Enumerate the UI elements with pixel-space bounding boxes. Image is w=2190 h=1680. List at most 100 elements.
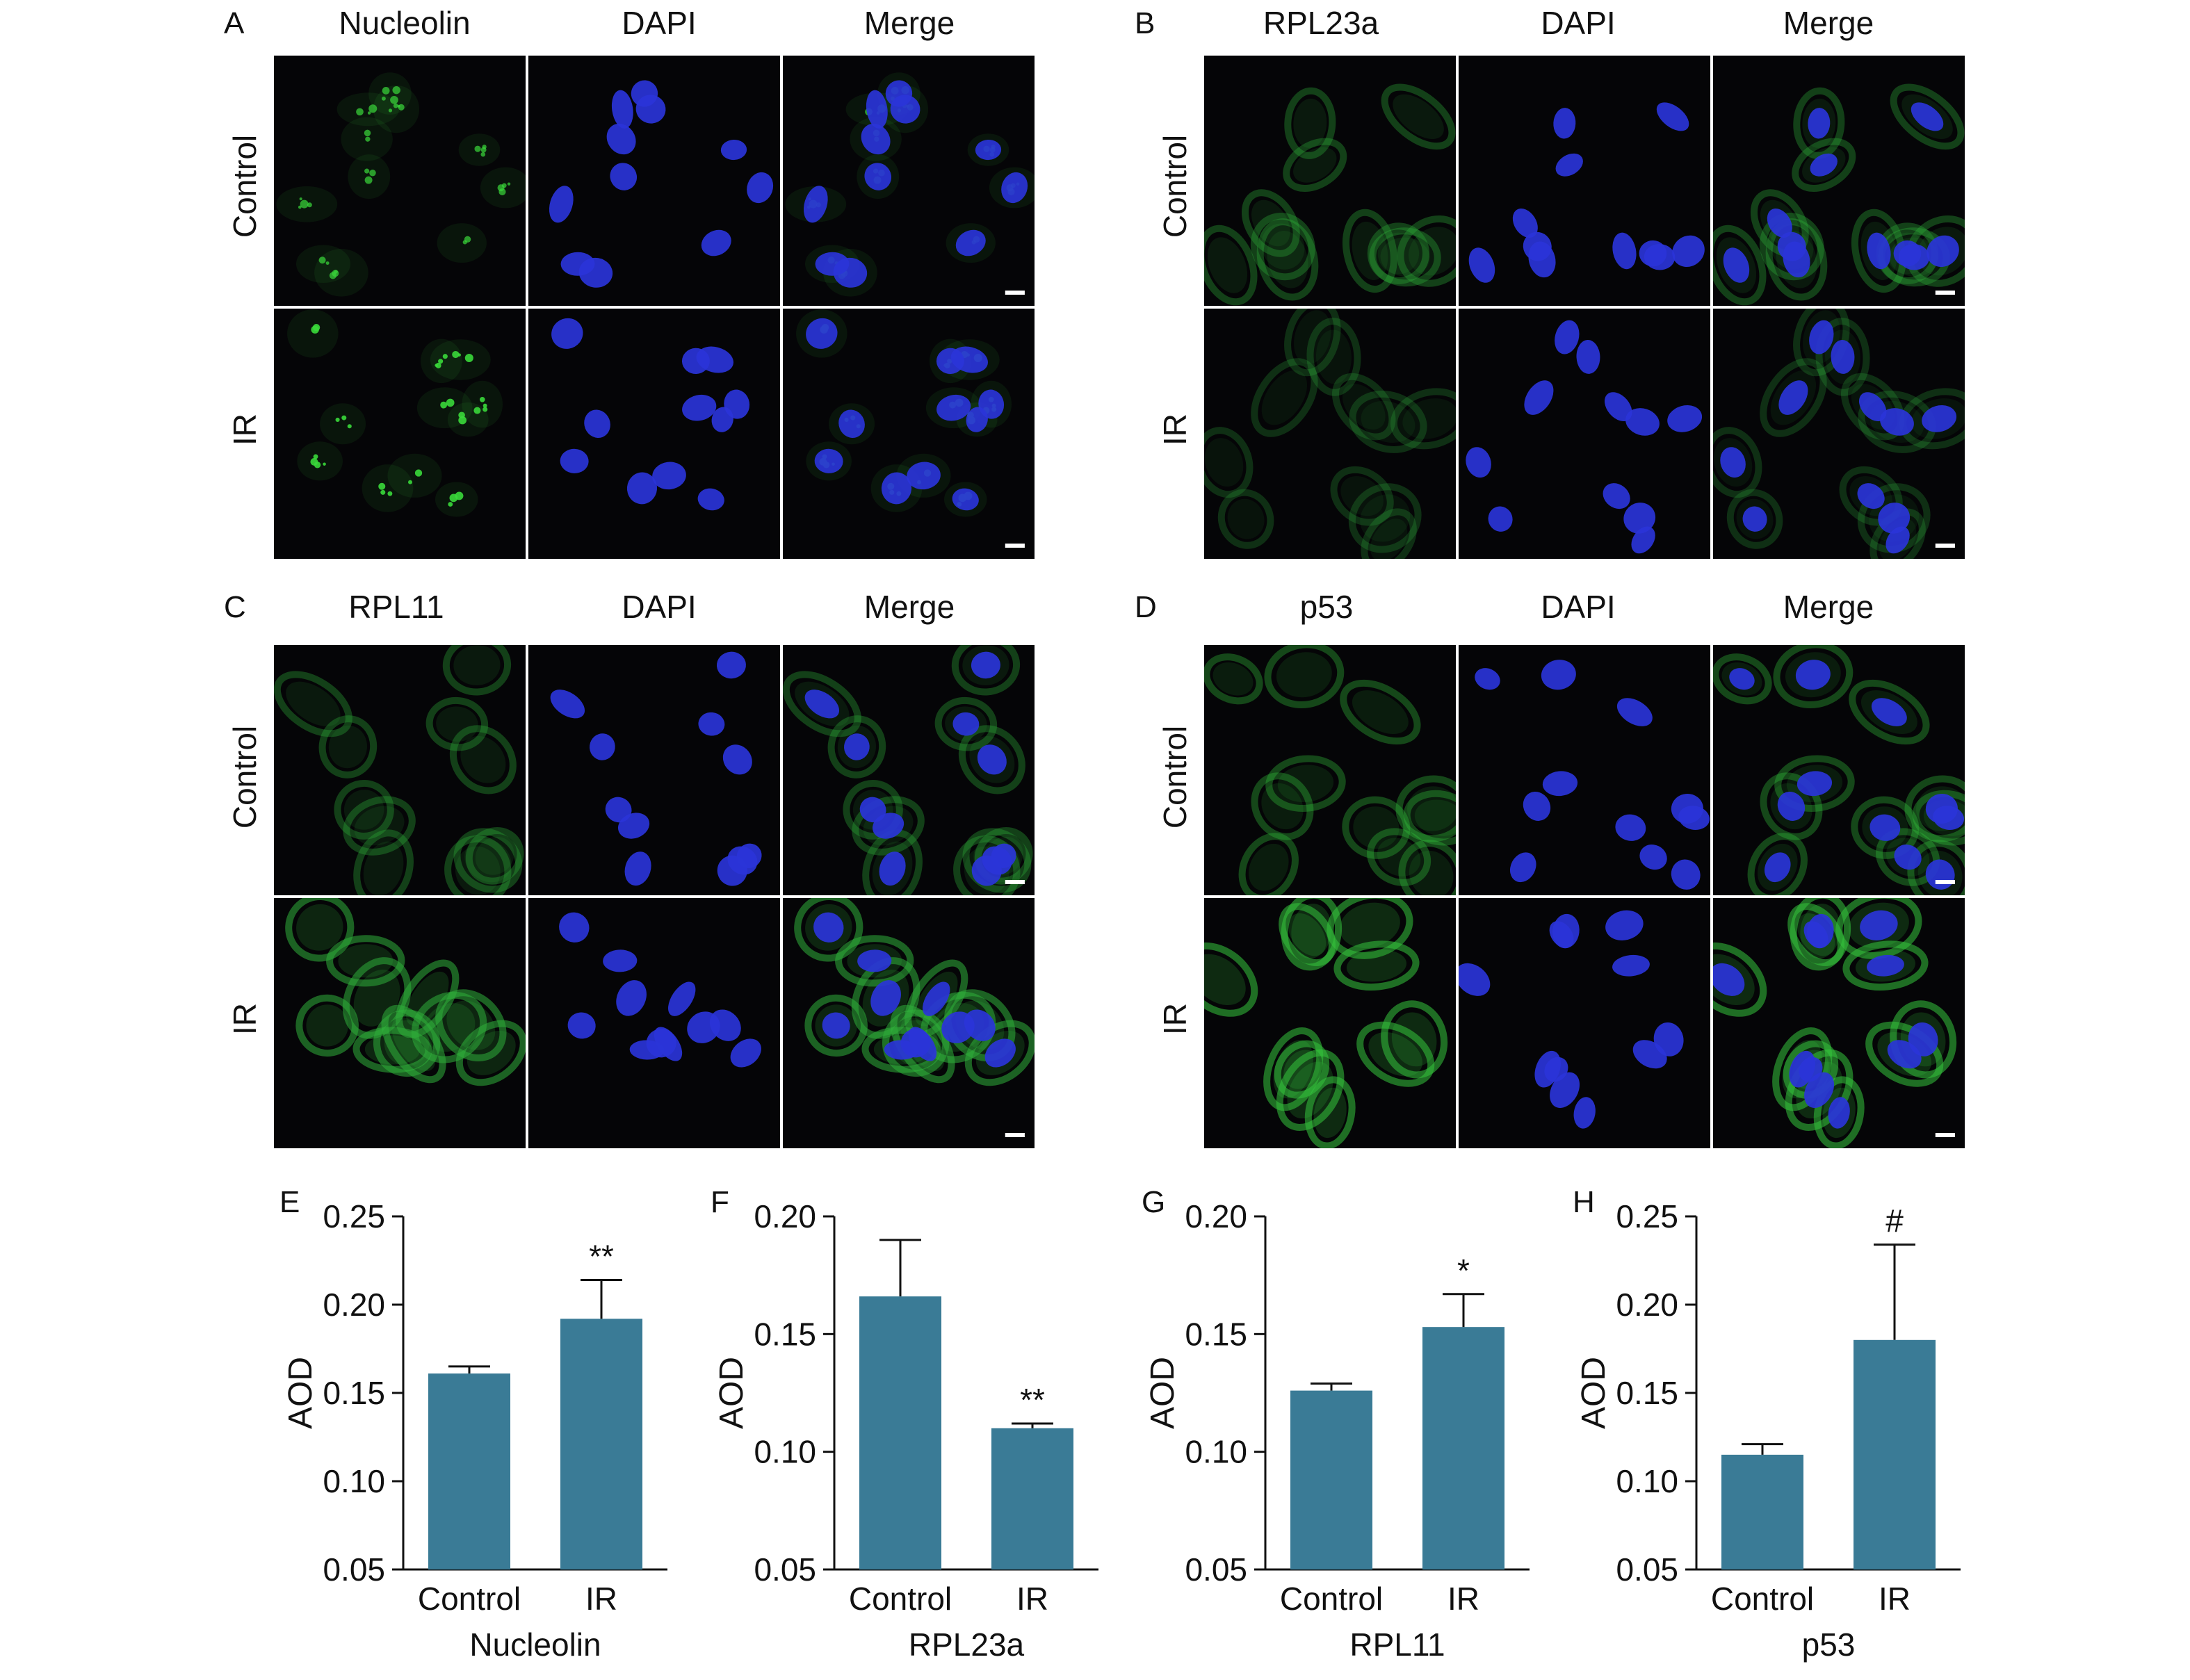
category-label: Control [1711, 1581, 1814, 1617]
row-label: IR [227, 1003, 263, 1035]
y-tick-label: 0.25 [1616, 1198, 1678, 1234]
column-label: p53 [1299, 589, 1354, 625]
micrograph-dapi-channel [1459, 645, 1710, 895]
y-tick-label: 0.10 [1185, 1434, 1247, 1470]
column-label: DAPI [622, 5, 697, 41]
micrograph-merge-channel [783, 898, 1035, 1148]
category-label: IR [1447, 1581, 1479, 1617]
panel-letter: B [1135, 6, 1155, 40]
y-tick-label: 0.10 [1616, 1463, 1678, 1499]
x-axis-label: p53 [1802, 1626, 1856, 1663]
panel-letter: H [1573, 1185, 1595, 1219]
column-label: DAPI [1541, 589, 1616, 625]
micrograph-merge-channel [1713, 645, 1965, 895]
bar [1422, 1327, 1504, 1569]
row-label: Control [1157, 134, 1193, 238]
y-tick-label: 0.20 [754, 1198, 816, 1234]
y-tick-label: 0.05 [323, 1551, 385, 1588]
column-label: Merge [1783, 589, 1874, 625]
column-label: Merge [1783, 5, 1874, 41]
bar [428, 1373, 510, 1569]
bar [859, 1296, 941, 1569]
category-label: Control [849, 1581, 952, 1617]
y-axis-label: AOD [713, 1357, 750, 1429]
micrograph-marker-channel [1204, 56, 1456, 306]
category-label: IR [1879, 1581, 1911, 1617]
micrograph-dapi-channel [528, 898, 780, 1148]
micrograph-merge-channel [1713, 56, 1965, 306]
row-label: IR [1157, 1003, 1193, 1035]
y-tick-label: 0.20 [1616, 1287, 1678, 1323]
micrograph-merge-channel [1713, 309, 1965, 559]
row-label: IR [1157, 414, 1193, 446]
micrograph-dapi-channel [528, 309, 780, 559]
y-tick-label: 0.15 [323, 1375, 385, 1411]
category-label: Control [418, 1581, 521, 1617]
significance-marker: # [1885, 1203, 1904, 1239]
panel-letter: C [224, 590, 246, 624]
y-axis-label: AOD [282, 1357, 319, 1429]
column-label: DAPI [1541, 5, 1616, 41]
y-tick-label: 0.10 [754, 1434, 816, 1470]
column-label: Merge [863, 589, 955, 625]
micrograph-marker-channel [1204, 645, 1456, 895]
y-tick-label: 0.15 [1616, 1375, 1678, 1411]
y-tick-label: 0.20 [323, 1287, 385, 1323]
row-label: Control [227, 725, 263, 829]
column-label: DAPI [622, 589, 697, 625]
y-axis-label: AOD [1575, 1357, 1612, 1429]
y-tick-label: 0.15 [1185, 1316, 1247, 1352]
micrograph-marker-channel [274, 898, 526, 1148]
micrograph-merge-channel [1713, 898, 1965, 1148]
micrograph-dapi-channel [1459, 56, 1710, 306]
x-axis-label: Nucleolin [469, 1626, 601, 1663]
micrograph-merge-channel [783, 56, 1035, 306]
bar-chart-e: E AOD 0.05 0.10 0.15 0.20 0.25 Control ** IR Nucle… [279, 1185, 667, 1663]
category-label: IR [1016, 1581, 1048, 1617]
micrograph-dapi-channel [1459, 898, 1710, 1148]
micrograph-merge-channel [783, 309, 1035, 559]
panel-letter: G [1142, 1185, 1165, 1219]
column-label: Merge [863, 5, 955, 41]
bar [560, 1319, 642, 1569]
panel-letter: D [1135, 590, 1157, 624]
row-label: Control [227, 134, 263, 238]
bar-chart-h: H AOD 0.05 0.10 0.15 0.20 0.25 Control # IR p53 [1573, 1185, 1961, 1663]
y-tick-label: 0.20 [1185, 1198, 1247, 1234]
bar-chart-f: F AOD 0.05 0.10 0.15 0.20 Control ** IR RPL23a [711, 1185, 1098, 1663]
micrograph-merge-channel [783, 645, 1035, 895]
micrograph-dapi-channel [528, 645, 780, 895]
y-tick-label: 0.15 [754, 1316, 816, 1352]
micrograph-marker-channel [274, 645, 526, 895]
row-label: Control [1157, 725, 1193, 829]
category-label: IR [585, 1581, 617, 1617]
panel-letter: E [279, 1185, 300, 1219]
panel-letter: A [224, 6, 245, 40]
y-tick-label: 0.05 [1616, 1551, 1678, 1588]
x-axis-label: RPL11 [1349, 1626, 1445, 1663]
panel-letter: F [711, 1185, 729, 1219]
column-label: RPL11 [348, 589, 444, 625]
category-label: Control [1280, 1581, 1383, 1617]
micrograph-marker-channel [274, 56, 526, 306]
significance-marker: * [1457, 1253, 1470, 1289]
significance-marker: ** [1020, 1382, 1045, 1418]
micrograph-marker-channel [1204, 309, 1456, 559]
significance-marker: ** [589, 1238, 614, 1274]
y-axis-label: AOD [1144, 1357, 1181, 1429]
row-label: IR [227, 414, 263, 446]
column-label: RPL23a [1263, 5, 1379, 41]
micrograph-marker-channel [274, 309, 526, 559]
bar [991, 1428, 1073, 1569]
x-axis-label: RPL23a [909, 1626, 1025, 1663]
y-tick-label: 0.10 [323, 1463, 385, 1499]
micrograph-marker-channel [1204, 898, 1456, 1148]
bar [1290, 1390, 1372, 1569]
y-tick-label: 0.25 [323, 1198, 385, 1234]
column-label: Nucleolin [339, 5, 471, 41]
micrograph-dapi-channel [528, 56, 780, 306]
bar [1854, 1339, 1936, 1569]
bar [1721, 1454, 1803, 1569]
micrograph-dapi-channel [1459, 309, 1710, 559]
